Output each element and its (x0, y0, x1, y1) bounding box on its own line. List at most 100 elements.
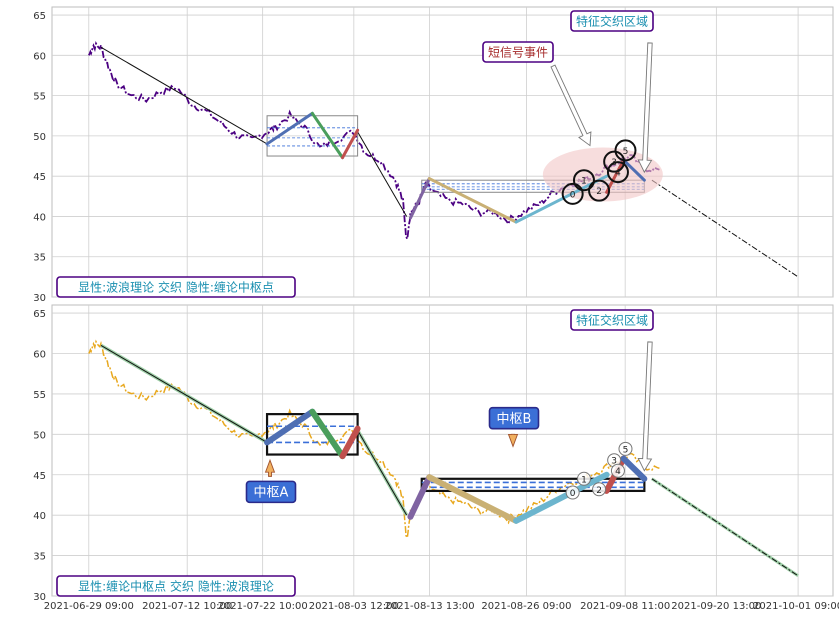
annotation-label: 特征交织区域 (576, 13, 648, 28)
x-tick-label: 2021-07-22 10:00 (218, 601, 308, 612)
annotation-label-group: 特征交织区域 (570, 10, 654, 32)
point-label: 2 (596, 187, 602, 197)
x-tick-label: 2021-07-12 10:00 (142, 601, 232, 612)
point-marker (592, 482, 607, 497)
wave-segment (407, 474, 433, 520)
panel-legend-box (56, 575, 296, 597)
y-tick-label: 40 (33, 511, 46, 522)
wave-segment (427, 177, 518, 224)
wave-segment (605, 158, 626, 194)
y-tick-label: 45 (33, 172, 46, 183)
wave-segment (310, 111, 345, 160)
y-tick-label: 30 (33, 592, 46, 603)
annotation-label-group: 短信号事件 (482, 41, 554, 63)
point-label: 5 (623, 445, 629, 455)
wave-segment (513, 471, 610, 524)
plot-area (51, 6, 834, 298)
panel-legend-group: 显性:波浪理论 交织 隐性:缠论中枢点 (56, 276, 296, 298)
panel-legend-group: 显性:缠论中枢点 交织 隐性:波浪理论 (56, 575, 296, 597)
x-tick-label: 2021-08-03 12:00 (309, 601, 399, 612)
annotation-arrow (550, 64, 592, 147)
annotation-label-box (245, 480, 297, 504)
annotation-label-group: 中枢B (488, 406, 540, 430)
wave-segment (426, 474, 520, 524)
wave-segment (339, 425, 361, 460)
point-label: 4 (615, 169, 621, 179)
y-tick-label: 35 (33, 253, 46, 264)
y-tick-label: 50 (33, 132, 46, 143)
annotation-arrow (637, 341, 653, 472)
projection-line (651, 478, 799, 577)
annotation-label: 特征交织区域 (576, 312, 648, 327)
annotation-label-group: 特征交织区域 (570, 309, 654, 331)
trend-line (100, 344, 268, 443)
x-tick-label: 2021-08-26 09:00 (481, 601, 571, 612)
annotation-label: 中枢A (254, 486, 289, 501)
y-tick-label: 35 (33, 552, 46, 563)
y-tick-label: 55 (33, 92, 46, 103)
point-marker (614, 139, 637, 162)
x-tick-label: 2021-09-20 13:00 (671, 601, 761, 612)
y-tick-label: 45 (33, 471, 46, 482)
wave-segment (622, 158, 646, 182)
x-axis: 2021-06-29 09:00 2021-07-12 10:002021-07-… (44, 601, 839, 612)
x-tick-label: 2021-08-13 13:00 (385, 601, 475, 612)
trend-line (357, 131, 408, 217)
y-tick-label: 50 (33, 430, 46, 441)
y-tick-label: 60 (33, 51, 46, 62)
point-marker (565, 485, 580, 500)
annotation-arrow (264, 458, 276, 477)
annotation-arrow (507, 433, 519, 448)
x-tick-label: 2021-06-29 09:00 (44, 601, 134, 612)
point-label: 2 (596, 486, 602, 496)
zhongshu-box (420, 477, 646, 493)
price-series-line (88, 339, 660, 541)
annotation-label-box (570, 309, 654, 331)
point-marker (576, 471, 591, 486)
point-marker (618, 441, 633, 456)
point-label: 0 (570, 190, 576, 200)
point-label: 1 (581, 177, 587, 187)
y-tick-label: 65 (33, 11, 46, 22)
plot-area (51, 304, 834, 597)
annotation-label-group: 中枢A (245, 480, 297, 504)
wave-segment (264, 408, 316, 446)
x-tick-label: 2021-10-01 09:00 (753, 601, 839, 612)
point-label: 3 (611, 457, 617, 467)
point-marker (561, 182, 584, 205)
wave-segment (408, 177, 431, 220)
point-marker (603, 150, 626, 173)
annotation-label-box (482, 41, 554, 63)
annotation-label: 短信号事件 (488, 45, 548, 59)
point-marker (610, 463, 625, 478)
projection-line (651, 179, 799, 278)
annotation-label: 中枢B (497, 412, 532, 427)
y-tick-label: 30 (33, 293, 46, 304)
point-marker (572, 169, 595, 192)
wave-segment (620, 455, 648, 482)
annotation-label-box (488, 406, 540, 430)
panel-legend: 显性:波浪理论 交织 隐性:缠论中枢点 (78, 279, 274, 294)
wave-segment (341, 128, 360, 160)
intersection-ellipse (542, 147, 663, 202)
point-marker (606, 161, 629, 184)
annotation-label-box (570, 10, 654, 32)
panel-legend: 显性:缠论中枢点 交织 隐性:波浪理论 (78, 578, 274, 593)
point-label: 1 (581, 475, 587, 485)
trend-line (357, 430, 408, 516)
annotation-arrow (637, 42, 653, 174)
y-tick-label: 65 (33, 309, 46, 320)
x-tick-label: 2021-09-08 11:00 (580, 601, 670, 612)
price-series-line (88, 41, 660, 242)
y-tick-label: 55 (33, 390, 46, 401)
y-tick-label: 60 (33, 350, 46, 361)
wave-segment (265, 111, 314, 146)
point-label: 4 (615, 467, 621, 477)
y-tick-label: 40 (33, 212, 46, 223)
point-label: 5 (623, 147, 629, 157)
point-marker (588, 179, 611, 202)
point-label: 0 (570, 489, 576, 499)
